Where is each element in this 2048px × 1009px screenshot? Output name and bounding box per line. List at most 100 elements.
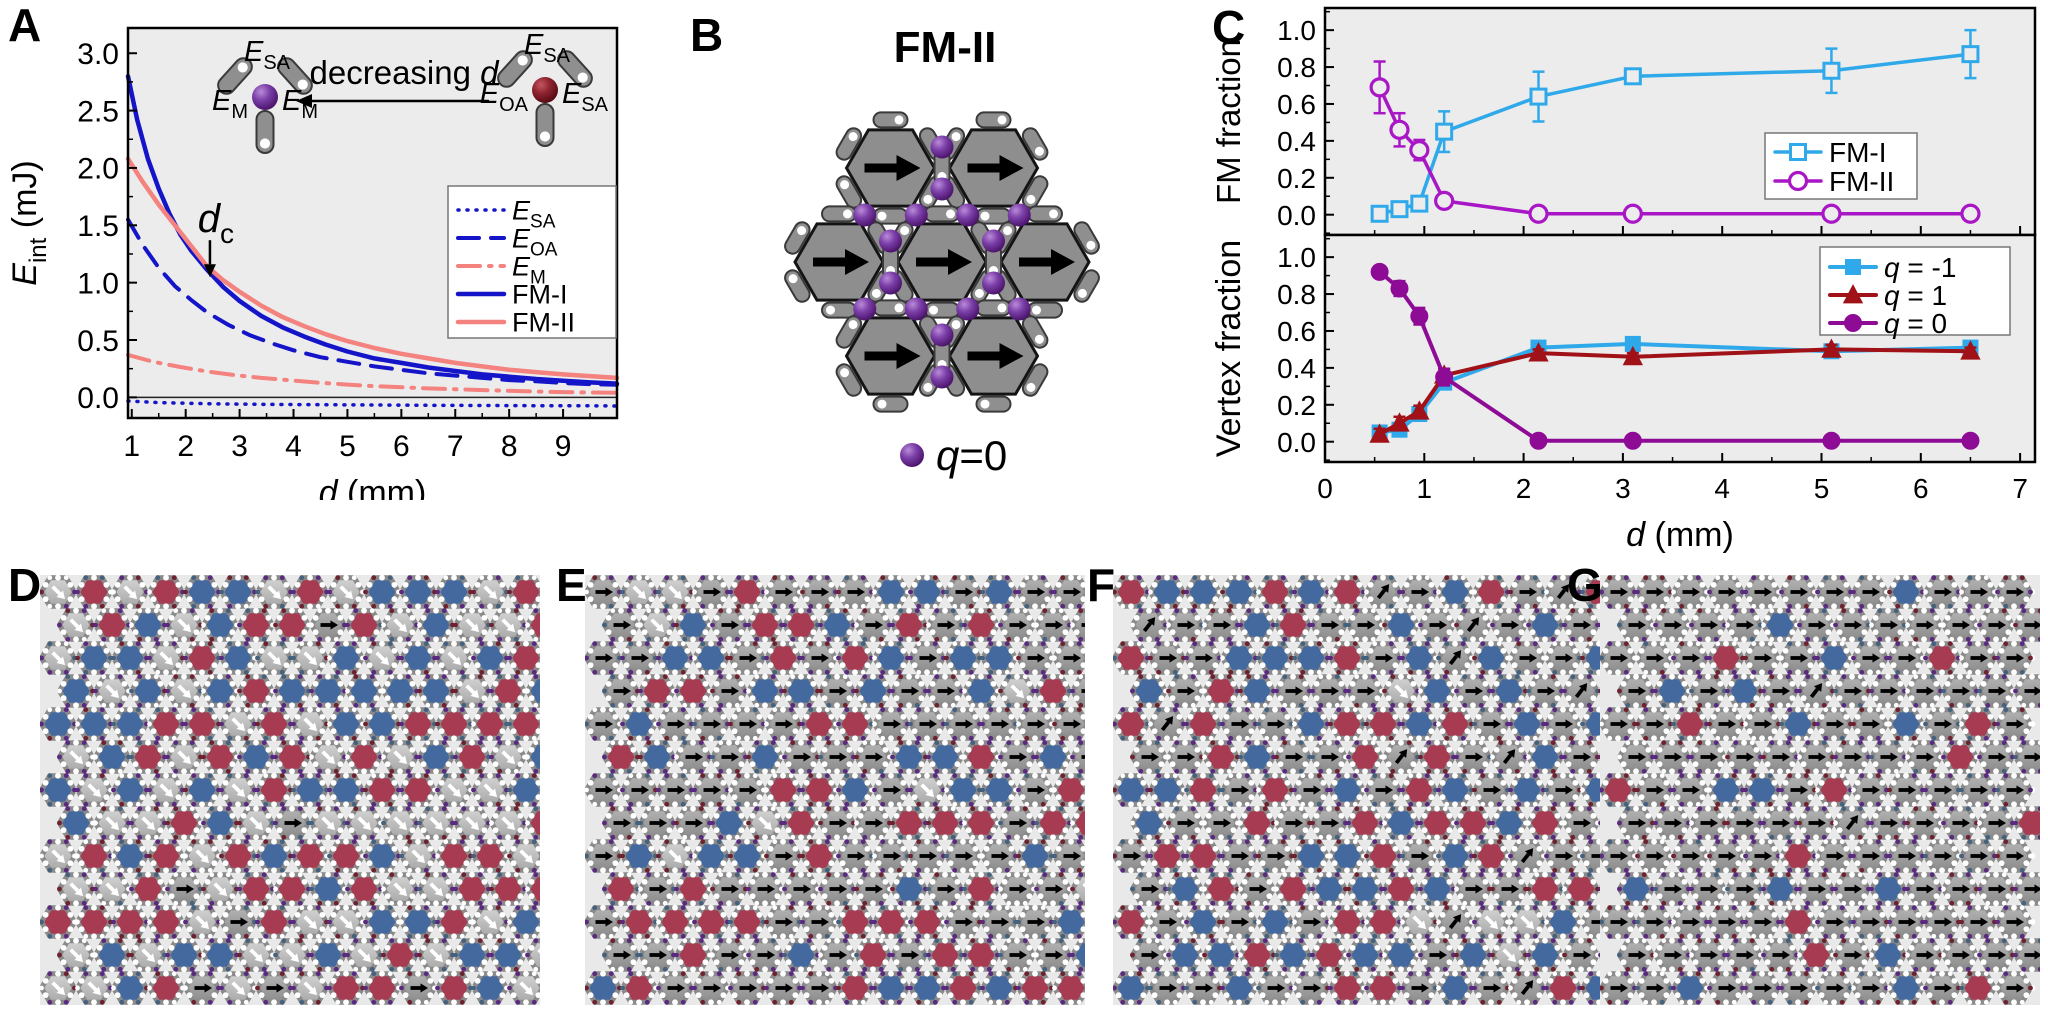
nanomagnet-pill <box>975 299 1012 317</box>
motif-label-right: EM <box>282 85 318 123</box>
nanomagnet-pill <box>872 207 909 225</box>
x-tick-label: 4 <box>285 430 302 463</box>
lattice-dots-and-arrows <box>1600 575 2040 1005</box>
panel-d-lattice-image <box>40 575 540 1005</box>
legend-label: FM-II <box>512 308 575 338</box>
y-tick-label: 0.2 <box>1277 163 1316 194</box>
marker <box>1369 423 1390 443</box>
marker <box>1409 400 1430 420</box>
x-tick-label: 8 <box>501 430 518 463</box>
series-FM-II <box>125 156 620 381</box>
x-tick-label: 6 <box>393 430 410 463</box>
marker <box>1821 338 1842 358</box>
annotation-arrow <box>203 264 216 278</box>
motif-label-top: ESA <box>244 36 291 74</box>
x-tick-label: 1 <box>1417 473 1433 504</box>
legend-q0-label: q=0 <box>936 432 1007 479</box>
nanomagnet-pill <box>835 127 863 161</box>
nanomagnet-pill <box>497 50 533 88</box>
nanomagnet-pill <box>1027 205 1063 223</box>
panel-f-label: F <box>1087 559 1116 611</box>
y-tick-label: 0.2 <box>1277 390 1316 421</box>
marker <box>1435 368 1454 387</box>
legend-label: ESA <box>512 196 556 233</box>
marker <box>1370 204 1389 223</box>
magnetization-arrows <box>813 155 1075 369</box>
marker <box>1960 203 1981 224</box>
nanomagnet-pill <box>975 111 1012 129</box>
series-EOA <box>126 217 619 387</box>
x-axis-label: d (mm) <box>319 474 427 500</box>
y-axis-label: Eint (mJ) <box>6 160 52 285</box>
marker <box>1389 412 1410 432</box>
nanomagnet-pill <box>557 50 593 88</box>
marker <box>1787 170 1809 192</box>
marker <box>1789 143 1807 161</box>
y-tick-label: 0.5 <box>77 325 119 358</box>
vertex-motif: ESA EM EM <box>212 36 318 154</box>
y-tick-label: 1.0 <box>77 267 119 300</box>
panel-g-label: G <box>1567 559 1603 611</box>
marker <box>1844 314 1862 332</box>
y-tick-label: 0.8 <box>1277 279 1316 310</box>
annotation-dc: dc <box>198 197 234 249</box>
nanomagnet-pill <box>1021 175 1049 209</box>
chartC-bottom-axes <box>1323 233 2037 464</box>
nanomagnet-pill <box>924 301 960 319</box>
chartA-axes <box>126 26 619 420</box>
marker <box>1434 190 1455 211</box>
x-tick-label: 2 <box>1516 473 1532 504</box>
x-tick-label: 2 <box>177 430 194 463</box>
marker <box>1623 67 1642 86</box>
lattice-dots-and-arrows <box>40 575 540 1005</box>
lattice-dots-and-arrows <box>585 575 1085 1005</box>
x-tick-label: 1 <box>123 430 140 463</box>
marker <box>1842 284 1864 304</box>
motif-label-right: ESA <box>562 78 609 116</box>
x-tick-label: 3 <box>1615 473 1631 504</box>
legend-q0-sphere <box>900 443 924 467</box>
nanomagnet-pill <box>821 301 857 319</box>
marker <box>1822 431 1841 450</box>
nanomagnet-pill <box>975 395 1012 413</box>
nanomagnet-pill <box>784 269 811 303</box>
panel-c-label: C <box>1212 1 1246 53</box>
marker <box>1623 431 1642 450</box>
y-axis-label: Vertex fraction <box>1210 240 1248 457</box>
y-tick-label: 1.0 <box>1277 242 1316 273</box>
y-tick-label: 2.0 <box>77 153 119 186</box>
decreasing-d-arrowhead <box>296 94 312 108</box>
nanomagnet-pill <box>255 110 275 154</box>
y-tick-label: 0.0 <box>1277 427 1316 458</box>
series-FM-II <box>1369 60 1981 224</box>
nanomagnet-pill <box>821 205 857 223</box>
chartA-ticks: 1 2 3 4 5 6 7 8 9 0.0 0.5 1.0 1.5 2.0 2.5 3.0 <box>77 38 618 463</box>
marker <box>1390 200 1409 219</box>
nanomagnet-pill <box>1027 301 1063 319</box>
x-tick-label: 3 <box>231 430 248 463</box>
y-tick-label: 0.0 <box>77 382 119 415</box>
y-tick-label: 0.6 <box>1277 89 1316 120</box>
marker <box>1960 340 1981 360</box>
panel-g-lattice-image <box>1600 575 2040 1005</box>
nanomagnet-pill <box>784 221 811 255</box>
marker <box>1410 307 1429 326</box>
series-FM-I <box>125 73 620 386</box>
motif-label-top: ESA <box>524 29 571 67</box>
marker <box>1390 279 1409 298</box>
marker <box>1528 203 1549 224</box>
marker <box>1410 194 1429 213</box>
nanomagnet-pill <box>1021 315 1049 349</box>
nanomagnet-pill <box>1073 221 1100 255</box>
marker <box>1961 45 1980 64</box>
y-axis-label: FM fraction <box>1210 39 1247 204</box>
y-tick-label: 1.5 <box>77 210 119 243</box>
x-tick-label: 6 <box>1913 473 1929 504</box>
legend-label: q = -1 <box>1884 252 1956 283</box>
panel-c-fraction-charts: 0.0 0.2 0.4 0.6 0.8 1.0 FM fraction FM-IFM-II 0 1… <box>1210 6 2037 554</box>
nanomagnet-pill <box>872 395 909 413</box>
x-axis-label: d (mm) <box>1626 516 1734 554</box>
panel-f-lattice-image <box>1113 575 1613 1005</box>
y-tick-label: 0.8 <box>1277 52 1316 83</box>
